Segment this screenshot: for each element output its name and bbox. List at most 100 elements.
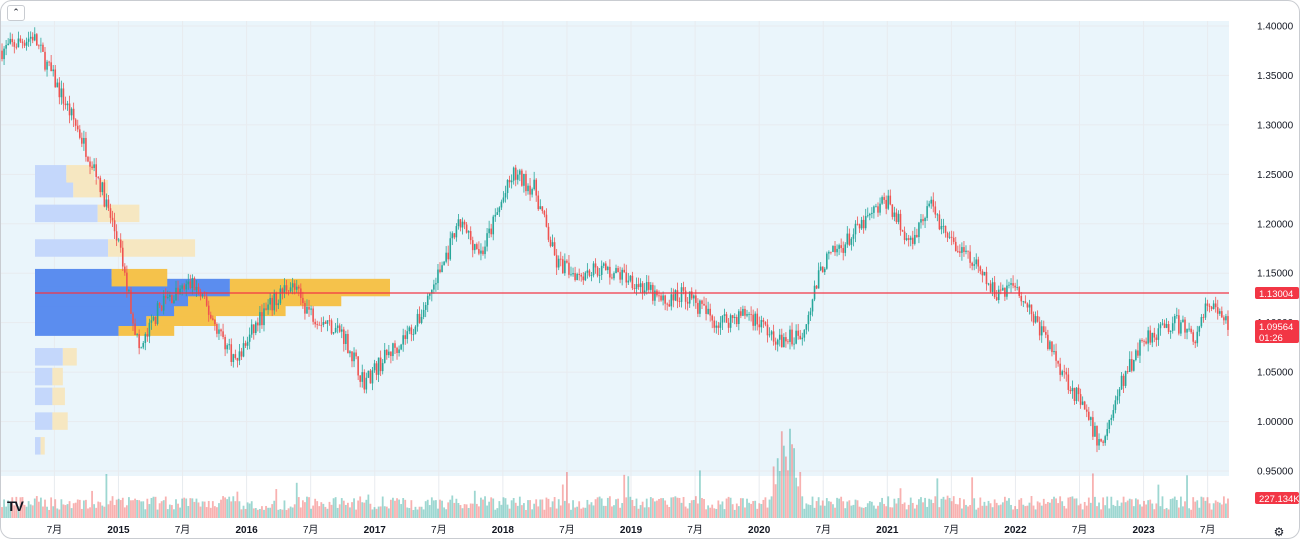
candle-body [1104, 436, 1106, 443]
candle-body [138, 334, 140, 349]
volume-bar [862, 507, 865, 518]
candle-body [441, 265, 443, 273]
volume-bar [512, 497, 515, 518]
volume-bar [201, 501, 204, 518]
candle-body [1108, 419, 1111, 430]
volume-bar [576, 506, 579, 518]
candle-body [760, 320, 763, 328]
candle-body [668, 304, 671, 307]
price-axis[interactable]: 1.40000 1.35000 1.30000 1.25000 1.20000 1.150… [1257, 21, 1294, 477]
volume-bar [834, 507, 836, 518]
volume-bar [168, 504, 171, 518]
volume-bar [1143, 500, 1145, 518]
candle-body [396, 347, 398, 353]
candle-body [658, 295, 660, 297]
volume-bar [958, 497, 961, 518]
candle-body [426, 295, 429, 306]
candle-body [1122, 375, 1125, 386]
volume-bar [1188, 508, 1190, 518]
volume-bar [371, 509, 374, 518]
volume-bar [60, 499, 63, 518]
candle-body [903, 231, 906, 240]
volume-bar [844, 508, 847, 518]
candle-body [1210, 306, 1213, 309]
volume-bar [375, 508, 378, 518]
volume-bar [486, 505, 488, 518]
volume-bar [344, 504, 347, 518]
candle-body [459, 219, 462, 228]
candle-body [709, 308, 711, 316]
candle-body [823, 268, 826, 273]
candle-body [756, 313, 759, 325]
volume-bar [1067, 497, 1070, 518]
volume-bar [115, 499, 118, 518]
candle-body [107, 199, 110, 209]
candle-body [1192, 332, 1194, 342]
chevron-up-icon[interactable]: ⌃ [7, 5, 25, 21]
candle-body [271, 297, 273, 311]
x-tick-label: 2019 [620, 525, 643, 536]
gear-icon[interactable]: ⚙ [1273, 525, 1285, 539]
volume-bar [78, 499, 81, 518]
volume-bar [457, 503, 460, 518]
candle-body [911, 237, 914, 244]
candle-body [826, 253, 828, 269]
candle-body [748, 314, 750, 315]
candle-body [604, 263, 607, 271]
candle-body [117, 239, 120, 241]
candle-body [682, 287, 685, 291]
candle-body [1114, 400, 1117, 411]
volume-bar [1051, 499, 1053, 518]
candle-body [705, 305, 707, 314]
volume-bar [877, 505, 879, 518]
candle-body [58, 82, 61, 98]
candle-body [791, 329, 793, 345]
volume-bar [1157, 484, 1160, 518]
volume-bar [535, 499, 538, 518]
volume-bar [602, 505, 605, 518]
volume-bar [694, 496, 697, 518]
candle-body [195, 286, 198, 291]
volume-bar [615, 499, 617, 518]
volume-bar [254, 508, 257, 518]
candle-body [1026, 303, 1029, 308]
candle-body [175, 287, 177, 301]
candle-body [11, 38, 14, 43]
candle-body [971, 262, 973, 266]
volume-bar [136, 499, 139, 518]
volume-bar [1061, 501, 1064, 518]
volume-bar [432, 500, 435, 518]
candle-body [236, 357, 239, 361]
candle-body [899, 213, 902, 231]
candle-body [697, 302, 699, 314]
candle-body [1018, 287, 1021, 296]
candle-body [255, 322, 257, 333]
candle-body [158, 303, 161, 306]
volume-bar [500, 504, 503, 518]
candle-body [1173, 315, 1176, 324]
candle-body [1030, 304, 1033, 315]
candle-body [422, 309, 425, 318]
volume-bar [946, 495, 949, 518]
volume-bar [31, 505, 34, 518]
volume-bar [80, 508, 83, 518]
profile-bar-down [229, 278, 390, 297]
candle-body [234, 354, 237, 358]
candle-body [895, 212, 898, 222]
volume-bar [277, 509, 280, 518]
volume-bar [545, 497, 548, 518]
volume-bar [623, 474, 626, 518]
volume-bar [713, 508, 716, 518]
candle-body [461, 221, 464, 228]
volume-bar [426, 499, 429, 518]
volume-bar [113, 504, 116, 518]
volume-bar [87, 508, 89, 518]
candle-body [797, 330, 799, 336]
candle-body [543, 210, 546, 215]
volume-bar [1175, 499, 1178, 518]
time-axis[interactable]: 7月 2015 7月 2016 7月 2017 7月 2018 7月 2019 7月 2020 7月 20… [47, 524, 1216, 536]
candle-body [678, 301, 681, 303]
volume-bar [146, 498, 149, 518]
volume-bar [234, 501, 237, 518]
